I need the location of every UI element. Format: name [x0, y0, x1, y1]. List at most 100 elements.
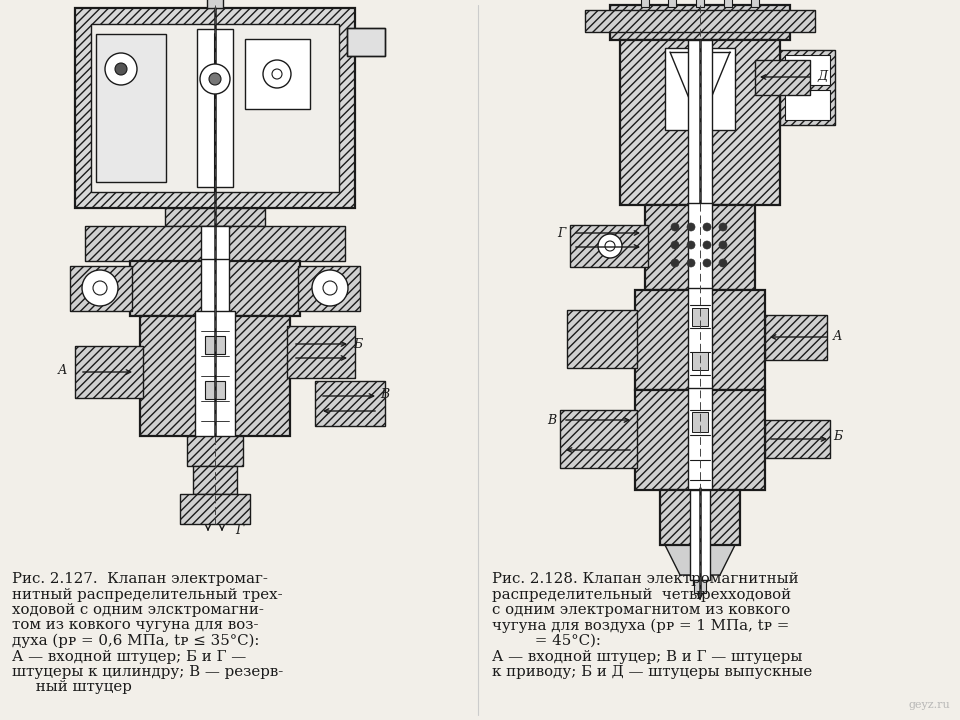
Bar	[692, 352, 708, 370]
Bar	[765, 315, 827, 360]
Bar	[165, 208, 265, 226]
Text: Г: Г	[557, 227, 565, 240]
Bar	[245, 39, 310, 109]
Bar	[755, 60, 810, 95]
Circle shape	[263, 60, 291, 88]
Bar	[620, 40, 780, 205]
Text: Рис. 2.128. Клапан электромагнитный: Рис. 2.128. Клапан электромагнитный	[492, 572, 799, 586]
Text: ходовой с одним элсктромагни-: ходовой с одним элсктромагни-	[12, 603, 264, 617]
Bar	[130, 261, 300, 316]
Text: нитный распределительный трех-: нитный распределительный трех-	[12, 588, 282, 601]
Bar	[298, 266, 360, 311]
Bar	[85, 226, 345, 261]
Text: распределительный  четырехходовой: распределительный четырехходовой	[492, 588, 791, 601]
Bar	[75, 8, 355, 208]
Bar	[298, 266, 360, 311]
Bar	[70, 266, 132, 311]
Bar	[696, 0, 704, 7]
Bar	[193, 466, 237, 494]
Text: чугуна для воздуха (рᴘ = 1 МПа, tᴘ =: чугуна для воздуха (рᴘ = 1 МПа, tᴘ =	[492, 618, 789, 633]
Bar	[197, 29, 233, 187]
Bar	[75, 346, 143, 398]
Bar	[347, 28, 385, 56]
Bar	[96, 34, 166, 182]
Bar	[692, 412, 708, 432]
Bar	[688, 40, 712, 205]
Bar	[585, 10, 815, 32]
Bar	[785, 55, 830, 85]
Bar	[690, 490, 710, 580]
Bar	[751, 0, 759, 7]
Circle shape	[312, 270, 348, 306]
Bar	[287, 326, 355, 378]
Circle shape	[687, 223, 695, 231]
Circle shape	[200, 64, 230, 94]
Circle shape	[703, 223, 711, 231]
Bar	[645, 205, 755, 290]
Text: с одним электромагнитом из ковкого: с одним электромагнитом из ковкого	[492, 603, 790, 617]
Bar	[688, 388, 712, 492]
Bar	[287, 326, 355, 378]
Circle shape	[323, 281, 337, 295]
Bar	[560, 410, 637, 468]
Bar	[187, 436, 243, 466]
Bar	[785, 90, 830, 120]
Circle shape	[115, 63, 127, 75]
Bar	[130, 261, 300, 316]
Bar	[660, 490, 740, 545]
Bar	[567, 310, 637, 368]
Bar	[205, 381, 225, 399]
Bar	[585, 10, 815, 32]
Bar	[347, 28, 385, 56]
Circle shape	[671, 241, 679, 249]
Bar	[85, 226, 345, 261]
Text: А: А	[833, 330, 843, 343]
Circle shape	[93, 281, 107, 295]
Circle shape	[719, 259, 727, 267]
Bar	[570, 225, 648, 267]
Circle shape	[703, 259, 711, 267]
Bar	[201, 226, 229, 261]
Text: штуцеры к цилиндру; В — резерв-: штуцеры к цилиндру; В — резерв-	[12, 665, 283, 679]
Bar	[724, 0, 732, 7]
Bar	[645, 205, 755, 290]
Bar	[201, 259, 229, 318]
Bar	[780, 50, 835, 125]
Circle shape	[703, 241, 711, 249]
Polygon shape	[115, 354, 138, 390]
Bar	[75, 346, 143, 398]
Bar	[70, 266, 132, 311]
Circle shape	[671, 223, 679, 231]
Bar	[688, 203, 712, 292]
Bar	[140, 316, 290, 436]
Bar	[635, 290, 765, 390]
Circle shape	[719, 223, 727, 231]
Circle shape	[671, 259, 679, 267]
Bar	[610, 5, 790, 40]
Circle shape	[605, 241, 615, 251]
Bar	[765, 420, 830, 458]
Bar	[755, 60, 810, 95]
Bar	[641, 0, 649, 7]
Bar	[765, 420, 830, 458]
Text: том из ковкого чугуна для воз-: том из ковкого чугуна для воз-	[12, 618, 258, 632]
Text: = 45°С):: = 45°С):	[492, 634, 601, 648]
Text: Г: Г	[235, 524, 243, 538]
Bar	[180, 494, 250, 524]
Bar	[207, 0, 223, 8]
Bar	[688, 288, 712, 392]
Circle shape	[687, 241, 695, 249]
Circle shape	[82, 270, 118, 306]
Text: geyz.ru: geyz.ru	[908, 700, 950, 710]
Text: Рис. 2.127.  Клапан электромаг-: Рис. 2.127. Клапан электромаг-	[12, 572, 268, 586]
Bar	[765, 315, 827, 360]
Bar	[315, 381, 385, 426]
Text: Б: Б	[833, 430, 842, 443]
Bar	[610, 5, 790, 40]
Bar	[315, 381, 385, 426]
Text: В: В	[547, 413, 556, 426]
Bar	[635, 390, 765, 490]
Bar	[75, 8, 355, 208]
Text: Б: Б	[353, 338, 362, 351]
Text: ный штуцер: ный штуцер	[12, 680, 132, 695]
